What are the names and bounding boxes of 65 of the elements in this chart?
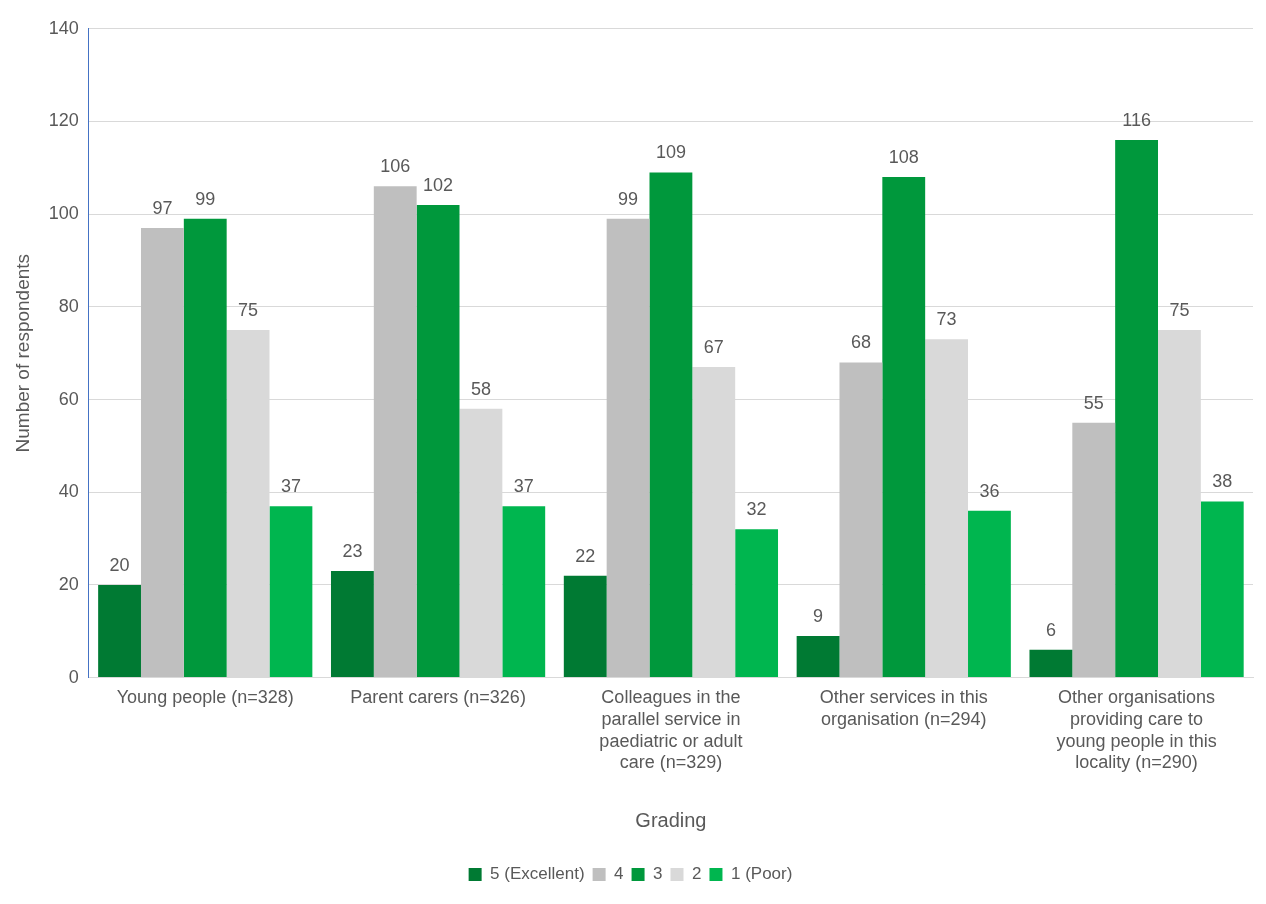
data-label: 97 (152, 198, 173, 219)
data-label: 68 (850, 332, 871, 353)
bar (839, 362, 883, 678)
data-label: 109 (655, 142, 686, 163)
data-label: 67 (703, 337, 724, 358)
legend-label: 1 (Poor) (730, 864, 793, 884)
data-label: 73 (936, 309, 957, 330)
bar (1072, 422, 1116, 678)
x-tick-label: Parent carers (n=326) (350, 687, 526, 708)
data-label: 23 (342, 540, 363, 561)
data-label: 9 (813, 605, 824, 626)
y-axis-title: Number of respondents (11, 253, 33, 453)
bar (1200, 501, 1244, 678)
bar (882, 177, 926, 678)
y-tick-label: 20 (58, 573, 79, 594)
data-label: 55 (1083, 392, 1104, 413)
data-label: 36 (979, 480, 1000, 501)
legend-label: 5 (Excellent) (490, 864, 585, 884)
data-label: 37 (513, 476, 534, 497)
legend-label: 2 (692, 864, 702, 884)
data-label: 75 (238, 300, 259, 320)
bar (1029, 649, 1073, 678)
bar (183, 218, 227, 678)
bar (606, 218, 650, 678)
x-tick-label: Colleagues in the parallel service in paediatric or adult care (n=329) (599, 687, 743, 773)
bar (98, 584, 141, 678)
y-tick-label: 100 (48, 203, 79, 224)
data-label: 75 (1169, 300, 1190, 320)
y-tick-label: 60 (58, 388, 79, 409)
bar (416, 204, 460, 678)
bar (330, 571, 374, 678)
bar (968, 510, 1011, 678)
x-axis-title: Grading (635, 808, 707, 831)
y-tick-label: 40 (58, 481, 79, 502)
legend-label: 4 (614, 864, 624, 884)
data-label: 99 (195, 188, 216, 209)
y-tick-label: 80 (58, 295, 79, 316)
data-label: 22 (575, 545, 596, 566)
x-tick-label: Other organisations providing care to young people in this locality (n=290) (1056, 687, 1217, 773)
bar (563, 575, 607, 678)
bar (649, 172, 693, 678)
data-label: 20 (109, 554, 130, 575)
y-tick-label: 0 (68, 666, 79, 687)
bar (735, 529, 779, 678)
x-tick-label: Other services in this organisation (n=294) (819, 687, 988, 729)
y-tick-label: 140 (48, 17, 79, 38)
bar (373, 186, 417, 678)
x-tick-label: Young people (n=328) (116, 687, 294, 708)
data-label: 99 (618, 188, 639, 209)
data-label: 38 (1212, 471, 1233, 492)
bar (1115, 140, 1158, 678)
bar (140, 228, 184, 678)
data-label: 58 (470, 378, 491, 399)
bar (269, 506, 313, 678)
bar (796, 635, 840, 678)
data-label: 108 (888, 147, 919, 168)
bar (502, 506, 546, 678)
legend-label: 3 (653, 864, 663, 884)
data-label: 116 (1122, 109, 1151, 130)
data-label: 106 (380, 156, 411, 177)
data-label: 37 (280, 476, 301, 497)
data-label: 32 (746, 499, 767, 520)
data-label: 6 (1045, 619, 1056, 640)
y-tick-label: 120 (48, 110, 79, 131)
data-label: 102 (423, 174, 454, 195)
